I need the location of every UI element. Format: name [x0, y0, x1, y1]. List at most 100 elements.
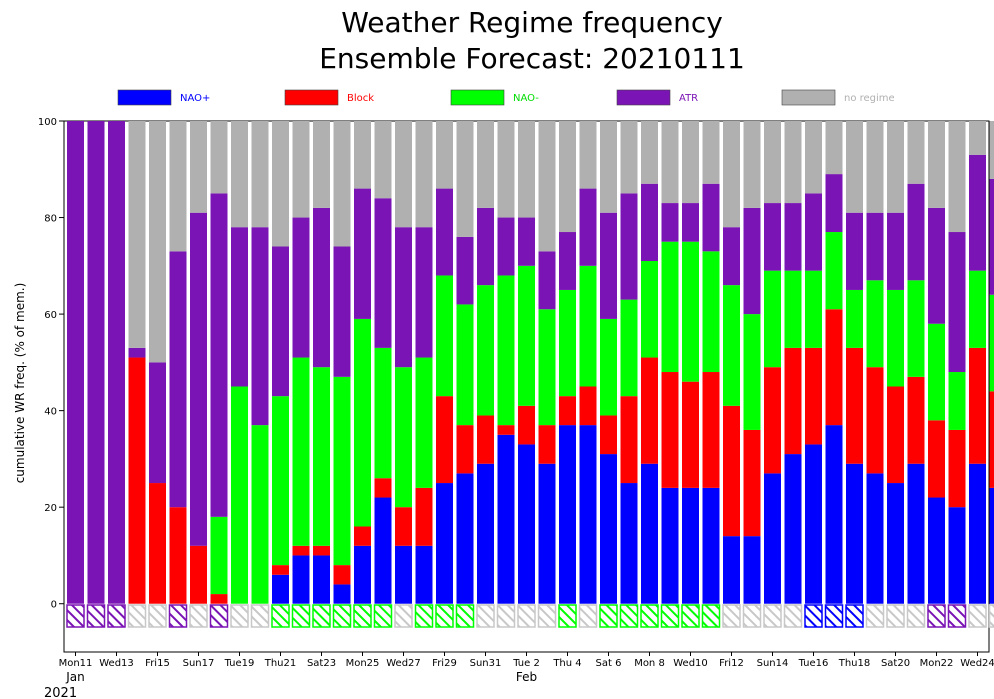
dominant-cell — [517, 604, 536, 628]
x-tick-label: Sun31 — [470, 658, 502, 669]
dominant-cell — [640, 604, 659, 628]
bar-segment-no-regime — [497, 121, 515, 218]
bar-segment-no-regime — [928, 121, 945, 208]
bar-segment-atr — [251, 227, 269, 426]
bar-segment-atr — [354, 188, 371, 319]
dominant-cell — [189, 604, 208, 628]
bar-segment-atr — [456, 236, 474, 305]
bar-segment-atr — [846, 212, 863, 290]
bar-segment-nao- — [272, 574, 289, 604]
bar-segment-nao- — [559, 425, 576, 604]
bar-segment-atr — [948, 232, 966, 373]
legend-label-no-regime: no regime — [844, 93, 895, 104]
bar-segment-nao- — [497, 275, 515, 426]
bar-segment-nao- — [579, 425, 597, 604]
bar-segment-no-regime — [969, 121, 986, 155]
bar-segment-nao- — [723, 285, 740, 406]
bar-segment-block — [374, 478, 392, 498]
dominant-cell — [353, 604, 372, 628]
x-tick-label: Sat23 — [307, 658, 336, 669]
dominant-cell — [271, 604, 290, 628]
dominant-cell — [988, 604, 994, 628]
dominant-cell — [619, 604, 639, 628]
dominant-cell — [824, 604, 844, 628]
bar-segment-no-regime — [682, 121, 699, 204]
month-label: Feb — [516, 670, 537, 684]
bar-segment-block — [907, 376, 925, 464]
chart-subtitle: Ensemble Forecast: 20210111 — [319, 42, 745, 75]
bar-segment-atr — [928, 207, 945, 324]
dominant-cell — [886, 604, 905, 628]
dominant-cell — [373, 604, 393, 628]
bar-segment-atr — [210, 193, 228, 517]
bar-segment-no-regime — [210, 121, 228, 194]
bar-segment-atr — [620, 193, 638, 300]
bar-segment-atr — [108, 121, 125, 604]
bar-segment-nao- — [887, 289, 904, 387]
legend-label-block: Block — [347, 93, 374, 104]
dominant-cell — [906, 604, 926, 628]
x-tick-label: Fri29 — [432, 658, 457, 669]
bar-segment-nao- — [477, 285, 494, 416]
bar-segment-block — [600, 415, 617, 455]
dominant-cell — [558, 604, 577, 628]
bar-segment-block — [641, 357, 658, 464]
bar-segment-block — [702, 372, 720, 488]
bar-segment-block — [354, 526, 371, 546]
bar-segment-nao- — [948, 507, 966, 604]
bar-segment-nao- — [784, 270, 802, 348]
x-axis: Mon11 Wed13 Fri15 Sun17 Tue19 Thu21 Sat23 Mon25… — [44, 652, 994, 699]
dominant-cell — [496, 604, 516, 628]
bar-segment-nao- — [477, 463, 494, 604]
legend-swatch-atr — [616, 89, 671, 106]
x-tick-label: Wed10 — [673, 658, 708, 669]
bar-segment-nao- — [702, 251, 720, 373]
bar-segment-block — [887, 386, 904, 484]
x-tick-label: Wed27 — [386, 658, 421, 669]
bar-segment-nao- — [866, 280, 884, 368]
bar-segment-nao- — [641, 260, 658, 358]
bar-segment-atr — [190, 212, 207, 546]
bar-segment-no-regime — [866, 121, 884, 213]
bar-segment-atr — [67, 121, 84, 604]
bar-segment-nao- — [354, 545, 371, 604]
bar-segment-atr — [866, 212, 884, 281]
bar-segment-atr — [805, 193, 822, 271]
x-tick-label: Thu 4 — [552, 658, 581, 669]
bar-segment-atr — [436, 188, 453, 276]
bar-segment-nao- — [210, 516, 228, 595]
y-tick-label: 60 — [44, 310, 57, 321]
bar-segment-nao- — [907, 463, 925, 604]
dominant-cell — [476, 604, 495, 628]
y-tick-label: 20 — [44, 503, 57, 514]
dominant-cell — [742, 604, 762, 628]
bar-segment-nao- — [333, 584, 351, 604]
bar-segment-atr — [169, 251, 187, 508]
bar-segment-nao- — [805, 444, 822, 604]
bar-segment-nao- — [272, 396, 289, 566]
bar-segment-nao- — [825, 232, 843, 310]
bar-segment-nao- — [948, 372, 966, 430]
bar-segment-nao- — [456, 304, 474, 426]
x-tick-label: Wed24 — [960, 658, 994, 669]
bar-segment-nao- — [333, 376, 351, 566]
bar-segment-atr — [313, 207, 330, 368]
bar-segment-block — [395, 507, 412, 546]
dominant-cell — [168, 604, 188, 628]
bar-segment-no-regime — [620, 121, 638, 194]
bar-segment-no-regime — [477, 121, 494, 208]
dominant-cell — [947, 604, 967, 628]
bar-segment-block — [190, 545, 207, 604]
dominant-cell — [394, 604, 413, 628]
dominant-cell — [537, 604, 557, 628]
x-tick-label: Mon22 — [920, 658, 954, 669]
bar-segment-nao- — [600, 454, 617, 604]
bar-segment-nao- — [887, 483, 904, 604]
bar-segment-nao- — [292, 357, 310, 546]
bar-segment-nao- — [559, 289, 576, 397]
bar-segment-nao- — [825, 425, 843, 604]
dominant-cell — [127, 604, 147, 628]
bar-segment-block — [743, 429, 761, 537]
legend-swatch-nao- — [117, 89, 172, 106]
dominant-cell — [701, 604, 721, 628]
